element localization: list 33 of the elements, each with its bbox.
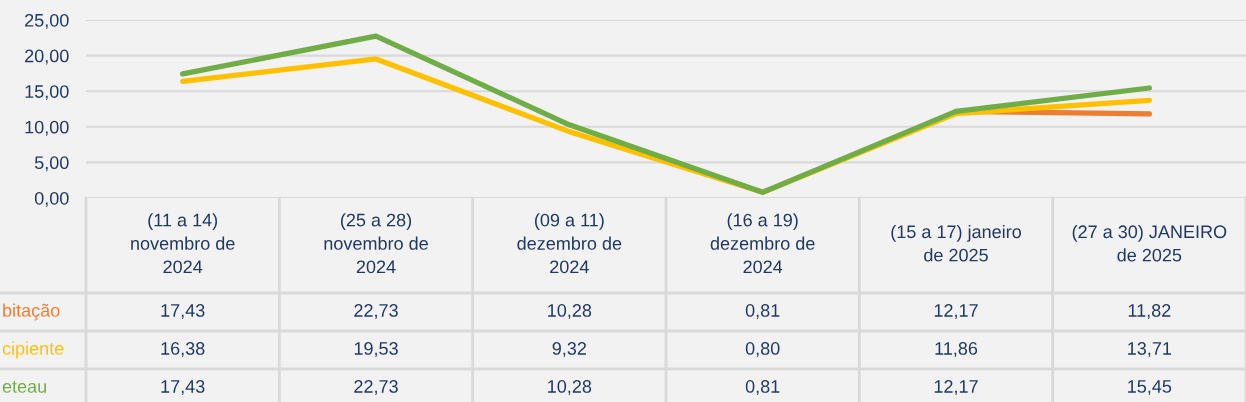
data-label: 22,73 <box>354 380 398 395</box>
y-tick-label: 20,00 <box>25 49 69 65</box>
data-label: 15,45 <box>1128 380 1172 395</box>
data-label: 12,17 <box>934 380 978 395</box>
text: 22,73 <box>354 304 398 319</box>
data-label: 17,43 <box>161 380 205 395</box>
y-tick-label: 10,00 <box>25 120 69 136</box>
text: 10,28 <box>548 304 592 319</box>
x-tick-label: (25 a 28) novembro de 2024 <box>324 213 428 274</box>
x-tick-label: (16 a 19) dezembro de 2024 <box>710 213 815 274</box>
data-label: 16,38 <box>161 342 205 357</box>
data-label: 9,32 <box>552 342 586 357</box>
y-tick-label: 15,00 <box>25 85 69 101</box>
data-label: 10,28 <box>548 380 592 395</box>
text: 0,81 <box>745 304 780 319</box>
text: 17,43 <box>161 304 205 319</box>
data-label: 0,80 <box>745 342 780 357</box>
text: bitação <box>3 303 60 321</box>
data-label: 11,86 <box>935 342 978 357</box>
x-tick-label: (11 a 14) novembro de 2024 <box>131 213 235 274</box>
y-tick-label: 25,00 <box>25 13 69 29</box>
data-label: 12,17 <box>934 304 978 319</box>
x-tick-label: (27 a 30) JANEIRO de 2025 <box>1072 224 1227 262</box>
data-label: 19,53 <box>354 342 398 357</box>
data-label: 0,81 <box>745 380 780 395</box>
y-tick-label: 5,00 <box>34 156 69 172</box>
x-tick-label: (09 a 11) dezembro de 2024 <box>517 213 622 274</box>
y-tick-label: 0,00 <box>34 191 69 207</box>
data-label: 11,82 <box>1128 304 1171 319</box>
text: eteau <box>2 380 46 393</box>
text: cipiente <box>2 341 64 359</box>
data-label: 13,71 <box>1128 342 1172 357</box>
x-tick-label: (15 a 17) janeiro de 2025 <box>891 224 1021 262</box>
